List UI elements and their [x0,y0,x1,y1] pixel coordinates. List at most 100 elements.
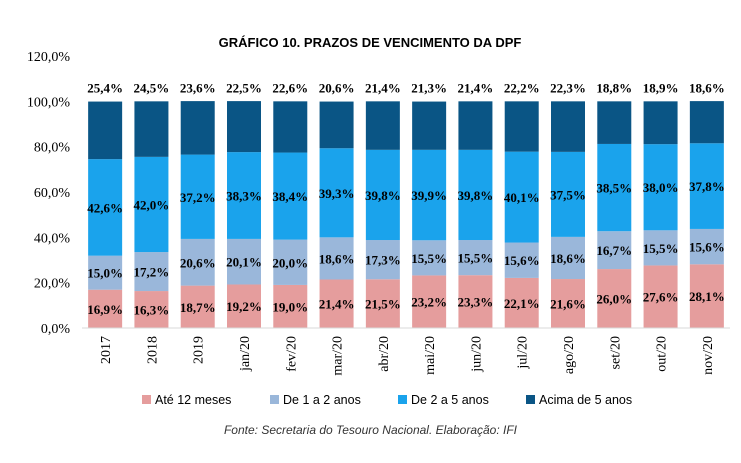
y-tick-label: 100,0% [27,95,71,110]
bar-segment [458,101,493,150]
data-label: 16,7% [596,243,632,258]
data-labels: 16,9% 15,0% 42,6% 25,4% 16,3% 17,2% 42,0% 24,5%… [87,80,724,317]
y-tick-label: 80,0% [34,141,71,156]
bar-segment [597,101,632,144]
x-tick-label: nov/20 [701,336,716,375]
x-tick-label: mar/20 [331,336,346,376]
bar-segment [689,143,724,229]
x-tick-label: set/20 [608,336,623,369]
data-label: 20,1% [226,255,262,270]
bar-segment [689,228,724,265]
bar-segment [134,101,169,157]
bar-segment [643,230,678,266]
bar-segment [134,156,169,253]
legend-swatch [398,395,407,404]
bar-segment [643,144,678,231]
bar-segment [643,265,678,328]
bar-segment [365,240,400,280]
bar-segment [134,291,169,328]
data-label: 22,2% [504,80,540,95]
data-label: 15,5% [411,251,447,266]
data-label: 39,3% [319,186,355,201]
data-label: 38,3% [226,189,262,204]
x-tick-label: 2019 [192,336,207,364]
x-tick-label: 2017 [99,336,114,364]
legend-label: Acima de 5 anos [539,393,632,407]
bar-segment [180,154,215,239]
data-label: 15,0% [87,266,123,281]
data-label: 26,0% [596,292,632,307]
bar-segment [88,159,123,256]
bar-segment [504,101,539,152]
x-tick-label: jul/20 [516,336,531,370]
data-label: 22,3% [550,80,586,95]
bar-segment [458,275,493,328]
bar-segment [319,237,354,280]
data-label: 27,6% [643,290,679,305]
data-label: 40,1% [504,190,540,205]
bar-segment [551,101,585,152]
bar-segment [319,148,354,238]
data-label: 37,5% [550,187,586,202]
data-label: 18,6% [319,251,355,266]
data-label: 38,4% [272,189,308,204]
legend-label: Até 12 meses [155,393,231,407]
source-note: Fonte: Secretaria do Tesouro Nacional. E… [223,423,518,437]
bar-segment [504,151,539,243]
bar-segment [180,285,215,328]
data-label: 15,5% [643,241,679,256]
bar-segment [227,152,261,239]
data-label: 16,9% [87,302,123,317]
bar-segment [597,143,632,232]
bar-segment [458,149,493,241]
legend-swatch [526,395,535,404]
bar-segment [88,289,123,328]
data-label: 22,1% [504,296,540,311]
data-label: 39,8% [365,188,401,203]
data-label: 21,4% [458,80,494,95]
data-label: 19,0% [272,299,308,314]
data-label: 21,4% [319,297,355,312]
y-tick-label: 40,0% [34,231,71,246]
bar-segment [273,101,308,153]
bar-segment [180,101,215,155]
data-label: 28,1% [689,289,725,304]
bar-segment [504,277,539,328]
bar-segment [273,284,308,328]
legend: Até 12 meses De 1 a 2 anos De 2 a 5 anos Ac… [142,393,632,407]
data-label: 15,5% [458,251,494,266]
data-label: 21,6% [550,297,586,312]
bar-segment [412,149,447,241]
bar-segment [88,101,123,160]
bar-segment [504,242,539,278]
bar-segment [365,149,400,241]
y-tick-label: 60,0% [34,186,71,201]
bar-segment [597,231,632,270]
data-label: 37,8% [689,179,725,194]
bar-segment [134,252,169,292]
x-tick-label: ago/20 [562,336,577,374]
data-label: 18,9% [643,80,679,95]
bar-segment [643,101,678,145]
y-tick-label: 20,0% [34,277,71,292]
x-tick-label: jan/20 [238,336,253,372]
legend-swatch [270,395,279,404]
data-label: 17,3% [365,253,401,268]
y-axis: 0,0% 20,0% 40,0% 60,0% 80,0% 100,0% 120,0% [27,50,71,337]
y-tick-label: 0,0% [41,322,71,337]
x-tick-label: 2018 [145,336,160,364]
data-label: 21,4% [365,80,401,95]
bar-segment [551,236,585,280]
bar-segment [551,279,585,328]
y-tick-label: 120,0% [27,50,71,65]
bar-segment [227,101,261,153]
data-label: 39,9% [411,188,447,203]
data-label: 18,7% [180,300,216,315]
x-axis: 2017 2018 2019 jan/20 fev/20 mar/20 abr/20 mai/… [82,327,730,376]
data-label: 25,4% [87,80,123,95]
data-label: 18,8% [596,80,632,95]
x-tick-label: abr/20 [377,336,392,372]
x-tick-label: out/20 [655,336,670,372]
data-label: 24,5% [134,80,170,95]
chart-title: GRÁFICO 10. PRAZOS DE VENCIMENTO DA DPF [219,35,522,50]
